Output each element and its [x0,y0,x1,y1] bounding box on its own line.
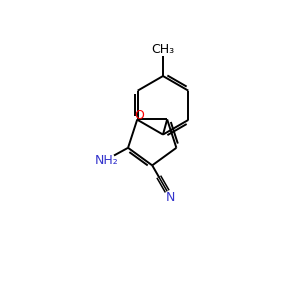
Text: NH₂: NH₂ [95,154,119,167]
Text: O: O [135,109,145,122]
Text: N: N [166,191,175,204]
Text: CH₃: CH₃ [152,43,175,56]
